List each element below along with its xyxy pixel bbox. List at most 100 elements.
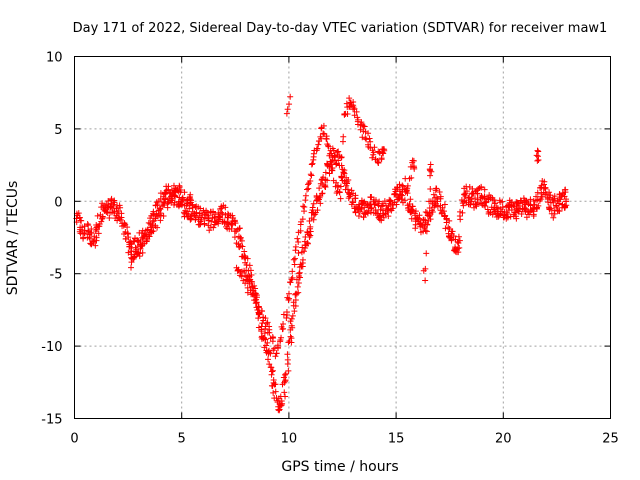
data-point [179,195,186,202]
data-point [114,202,121,209]
data-point [350,102,357,109]
data-point [534,157,541,164]
data-point [376,216,383,223]
data-point [551,210,558,217]
data-point [304,239,311,246]
data-point [430,191,437,198]
data-point [426,198,433,205]
data-point [368,204,375,211]
data-point [504,214,511,221]
x-tick-label: 25 [602,432,619,447]
data-point [499,204,506,211]
data-point [183,210,190,217]
data-point [365,141,372,148]
data-point [165,183,172,190]
data-point [317,133,324,140]
data-point [246,262,253,269]
data-point [404,182,411,189]
data-point [168,195,175,202]
data-point [424,221,431,228]
data-point [309,206,316,213]
data-point [264,339,271,346]
data-point [494,205,501,212]
data-point [308,161,315,168]
data-point [295,239,302,246]
data-point [380,214,387,221]
data-point [255,315,262,322]
data-point [433,194,440,201]
data-point [327,161,334,168]
data-point [171,192,178,199]
data-point [335,184,342,191]
data-point [534,189,541,196]
data-point [247,267,254,274]
data-point [378,217,385,224]
data-point [289,312,296,319]
data-point [372,197,379,204]
data-point [295,279,302,286]
data-point [154,201,161,208]
data-point [127,241,134,248]
data-point [353,108,360,115]
data-point [292,297,299,304]
data-point [201,221,208,228]
data-point [283,314,290,321]
data-point [258,326,265,333]
data-point [455,233,462,240]
data-point [186,205,193,212]
y-tick-label: 0 [54,195,62,210]
data-point [180,209,187,216]
data-point [296,270,303,277]
data-point [550,214,557,221]
data-point [222,204,229,211]
data-point [225,221,232,228]
data-point [336,189,343,196]
data-point [441,201,448,208]
data-point [208,218,215,225]
data-point [272,388,279,395]
data-point [297,274,304,281]
x-tick-label: 10 [281,432,298,447]
data-point [338,154,345,161]
x-tick-label: 15 [388,432,405,447]
data-point [299,260,306,267]
data-point [478,183,485,190]
data-point [492,200,499,207]
data-point [407,196,414,203]
data-point [154,224,161,231]
data-point [262,315,269,322]
data-point [242,272,249,279]
data-point [228,225,235,232]
data-point [210,224,217,231]
series-1 [128,95,542,360]
data-point [166,189,173,196]
data-point [143,237,150,244]
data-point [351,105,358,112]
data-point [282,393,289,400]
data-point [459,209,466,216]
data-point [307,228,314,235]
data-point [300,203,307,210]
data-point [412,225,419,232]
data-point [259,320,266,327]
data-point [431,202,438,209]
data-point [408,206,415,213]
data-point [310,200,317,207]
data-point [433,185,440,192]
data-point [455,240,462,247]
data-point [128,259,135,266]
data-point [134,237,141,244]
data-point [335,148,342,155]
data-point [411,165,418,172]
data-point [292,302,299,309]
data-point [98,218,105,225]
data-point [253,296,260,303]
data-point [160,202,167,209]
data-point [551,193,558,200]
data-point [276,406,283,413]
data-point [236,225,243,232]
data-point [250,287,257,294]
data-point [241,248,248,255]
data-point [188,215,195,222]
data-point [161,191,168,198]
